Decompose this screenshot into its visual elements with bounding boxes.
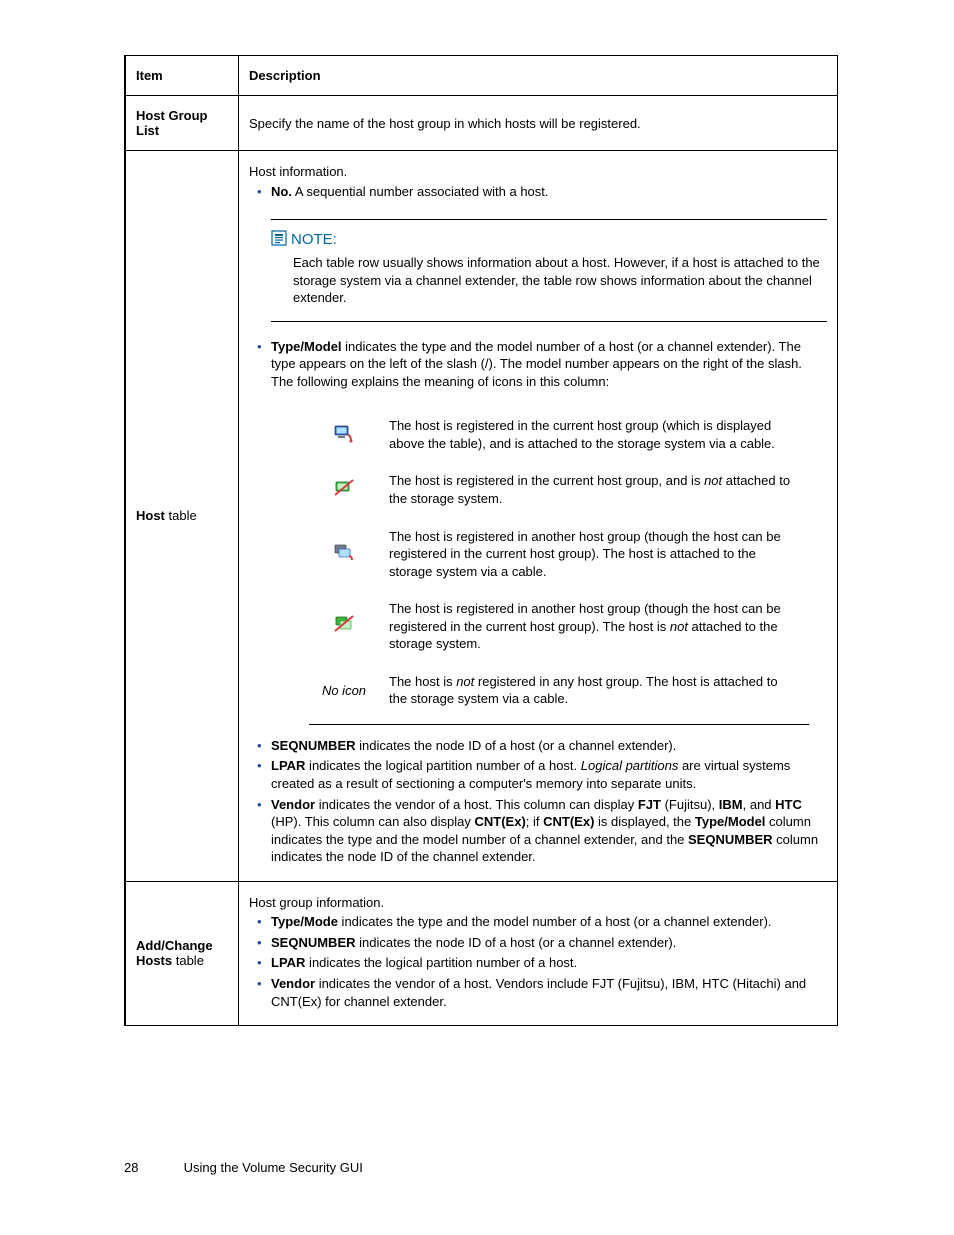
row-host-table: Host table Host information. No. A seque… <box>125 151 838 882</box>
icon-meaning-table: The host is registered in the current ho… <box>309 407 809 725</box>
bullet-seqnumber: SEQNUMBER indicates the node ID of a hos… <box>271 737 827 758</box>
bullet-ac-seq: SEQNUMBER indicates the node ID of a hos… <box>271 934 827 955</box>
note-body: Each table row usually shows information… <box>271 254 827 307</box>
bullet-ac-typemode: Type/Mode indicates the type and the mod… <box>271 913 827 934</box>
note-block: NOTE: Each table row usually shows infor… <box>271 219 827 322</box>
icon-row-3: The host is registered in another host g… <box>309 518 809 591</box>
cell-label-b: Host <box>136 508 165 523</box>
cell-label-rest: table <box>165 508 197 523</box>
bullet-ac-lpar: LPAR indicates the logical partition num… <box>271 954 827 975</box>
document-page: Item Description Host Group List Specify… <box>0 0 954 1235</box>
bullet-vendor: Vendor indicates the vendor of a host. T… <box>271 796 827 869</box>
row-host-group-list: Host Group List Specify the name of the … <box>125 96 838 151</box>
icon-desc-5: The host is not registered in any host g… <box>389 663 809 725</box>
description-table: Item Description Host Group List Specify… <box>124 55 838 1026</box>
host-other-group-attached-icon <box>333 550 355 565</box>
host-registered-attached-icon <box>333 431 355 446</box>
host-registered-detached-icon <box>333 486 355 501</box>
icon-row-1: The host is registered in the current ho… <box>309 407 809 462</box>
host-info-intro: Host information. <box>249 163 827 181</box>
row-add-change-hosts: Add/Change Hosts table Host group inform… <box>125 881 838 1025</box>
cell-desc: Specify the name of the host group in wh… <box>249 116 641 131</box>
table-header-row: Item Description <box>125 56 838 96</box>
icon-desc-3: The host is registered in another host g… <box>389 518 809 591</box>
icon-row-2: The host is registered in the current ho… <box>309 462 809 517</box>
cell-label-rest: table <box>172 953 204 968</box>
bullet-ac-vendor: Vendor indicates the vendor of a host. V… <box>271 975 827 1013</box>
icon-desc-1: The host is registered in the current ho… <box>389 407 809 462</box>
icon-row-5: No icon The host is not registered in an… <box>309 663 809 725</box>
no-icon-label: No icon <box>322 683 366 698</box>
icon-desc-2: The host is registered in the current ho… <box>389 462 809 517</box>
footer-title: Using the Volume Security GUI <box>184 1160 363 1175</box>
icon-desc-4: The host is registered in another host g… <box>389 590 809 663</box>
bullet-no: No. A sequential number associated with … <box>271 183 827 204</box>
addchange-intro: Host group information. <box>249 894 827 912</box>
header-item: Item <box>125 56 239 96</box>
cell-label: Host Group List <box>136 108 208 138</box>
page-number: 28 <box>124 1160 180 1175</box>
icon-row-4: The host is registered in another host g… <box>309 590 809 663</box>
host-other-group-detached-icon <box>333 622 355 637</box>
header-description: Description <box>239 56 838 96</box>
note-icon <box>271 230 287 250</box>
page-footer: 28 Using the Volume Security GUI <box>124 1160 363 1175</box>
bullet-lpar: LPAR indicates the logical partition num… <box>271 757 827 795</box>
bullet-type-model: Type/Model indicates the type and the mo… <box>271 338 827 394</box>
note-title-text: NOTE: <box>291 231 337 248</box>
